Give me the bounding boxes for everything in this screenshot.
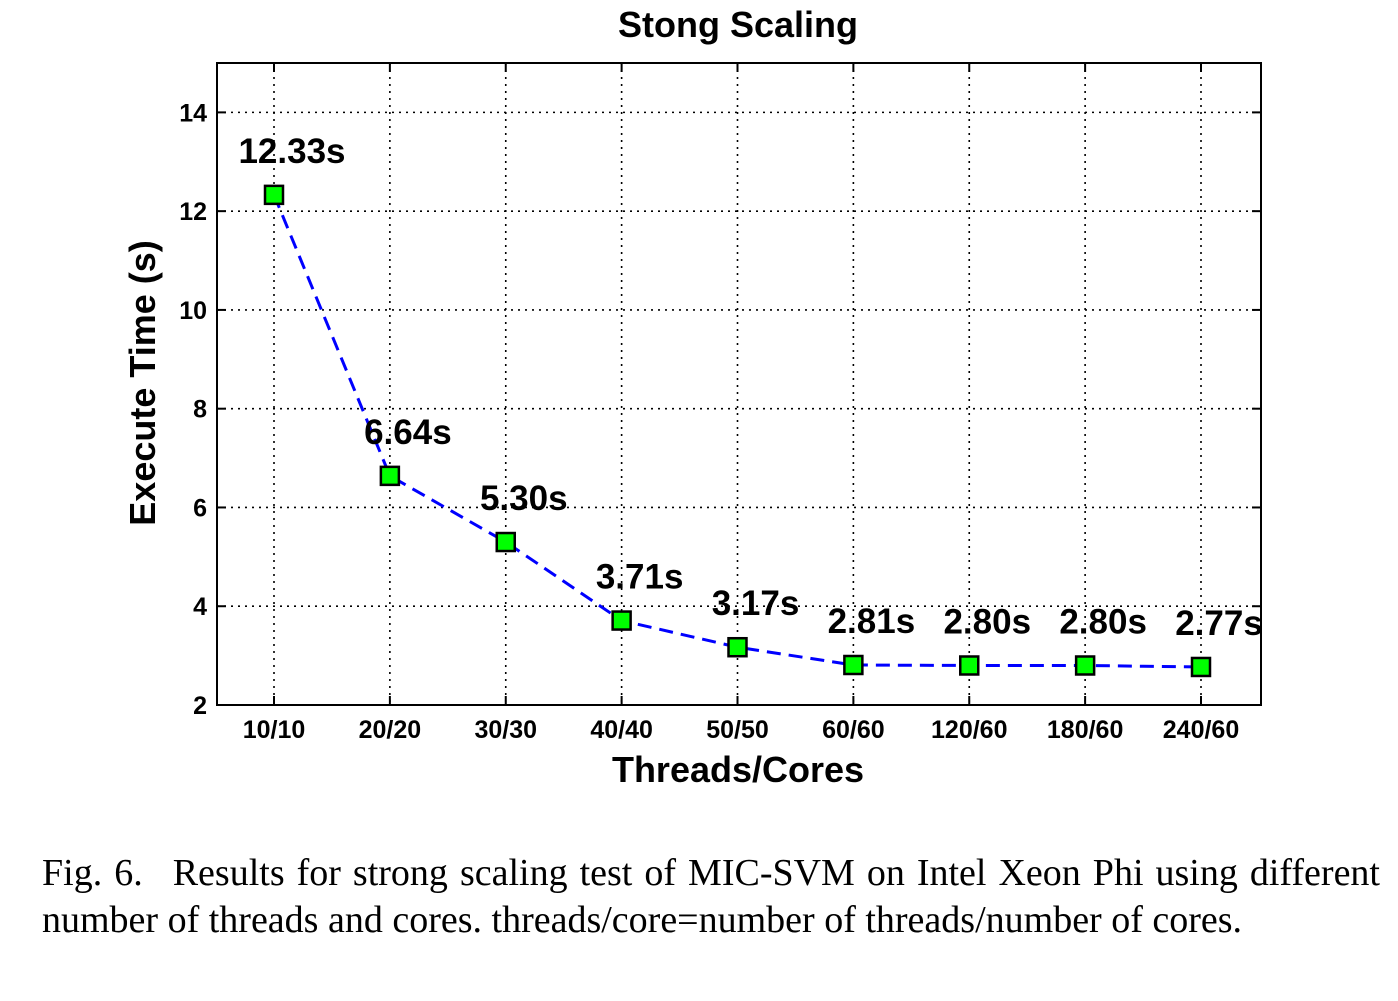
grid bbox=[217, 63, 1261, 705]
data-label: 2.80s bbox=[943, 602, 1031, 641]
y-tick-label: 12 bbox=[179, 198, 207, 226]
x-tick-label: 20/20 bbox=[359, 716, 422, 744]
data-label: 5.30s bbox=[480, 479, 568, 518]
data-label: 2.81s bbox=[828, 602, 916, 641]
y-tick-label: 4 bbox=[193, 593, 207, 621]
chart-title: Stong Scaling bbox=[618, 4, 858, 45]
data-label: 3.71s bbox=[596, 558, 684, 597]
y-tick-label: 2 bbox=[193, 692, 207, 720]
data-point bbox=[611, 610, 632, 631]
data-label: 2.80s bbox=[1059, 602, 1147, 641]
data-point bbox=[727, 636, 748, 658]
y-axis-label: Execute Time (s) bbox=[122, 240, 163, 525]
data-label: 6.64s bbox=[364, 413, 452, 452]
x-axis: 10/10 20/20 30/30 40/40 50/50 60/60 120/60 180/… bbox=[243, 63, 1239, 744]
x-tick-label: 180/60 bbox=[1047, 716, 1123, 744]
x-tick-label: 240/60 bbox=[1163, 716, 1239, 744]
x-tick-label: 10/10 bbox=[243, 716, 306, 744]
x-tick-label: 50/50 bbox=[706, 716, 769, 744]
data-labels: 12.33s 6.64s 5.30s 3.71s 3.17s 2.81s 2.80s 2.80… bbox=[238, 132, 1262, 643]
x-tick-label: 120/60 bbox=[931, 716, 1007, 744]
x-tick-label: 60/60 bbox=[822, 716, 885, 744]
data-point bbox=[959, 655, 980, 676]
markers bbox=[263, 184, 1212, 678]
y-tick-label: 14 bbox=[179, 99, 207, 127]
data-point bbox=[1190, 656, 1212, 678]
plot-frame bbox=[216, 62, 1262, 706]
data-label: 2.77s bbox=[1175, 604, 1263, 643]
chart: Stong Scaling 2 4 6 8 10 12 14 10/10 20/20 30/30… bbox=[122, 4, 1263, 790]
figure-number: Fig. 6. bbox=[42, 852, 143, 894]
figure-caption: Fig. 6. Results for strong scaling test o… bbox=[42, 850, 1380, 944]
data-point bbox=[379, 465, 401, 487]
x-tick-label: 30/30 bbox=[474, 716, 537, 744]
x-axis-label: Threads/Cores bbox=[612, 749, 864, 790]
y-tick-label: 8 bbox=[193, 396, 207, 424]
data-point bbox=[495, 531, 516, 553]
data-point bbox=[263, 184, 285, 206]
data-point bbox=[1074, 655, 1096, 676]
y-tick-label: 10 bbox=[179, 297, 207, 325]
data-label: 3.17s bbox=[712, 584, 800, 623]
caption-text: Results for strong scaling test of MIC-S… bbox=[42, 852, 1380, 941]
data-point bbox=[843, 654, 864, 676]
x-tick-label: 40/40 bbox=[590, 716, 653, 744]
y-tick-label: 6 bbox=[193, 494, 207, 522]
y-axis: 2 4 6 8 10 12 14 bbox=[179, 99, 1261, 720]
data-label: 12.33s bbox=[238, 132, 345, 171]
